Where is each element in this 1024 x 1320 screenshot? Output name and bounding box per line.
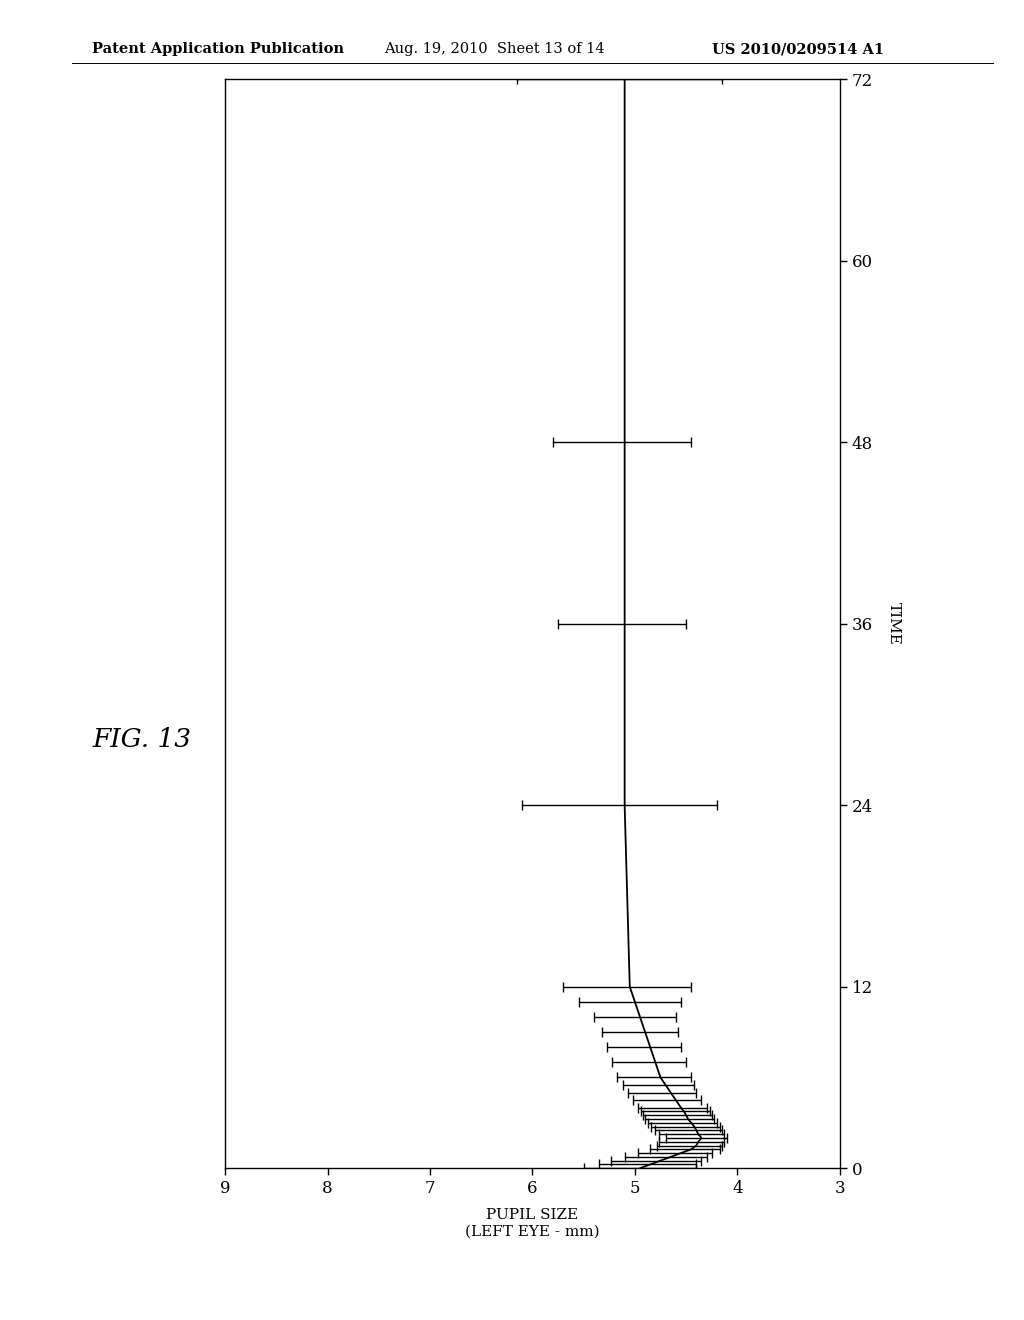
X-axis label: PUPIL SIZE
(LEFT EYE - mm): PUPIL SIZE (LEFT EYE - mm) <box>465 1208 600 1238</box>
Text: Aug. 19, 2010  Sheet 13 of 14: Aug. 19, 2010 Sheet 13 of 14 <box>384 42 604 57</box>
Text: Patent Application Publication: Patent Application Publication <box>92 42 344 57</box>
Text: FIG. 13: FIG. 13 <box>92 727 191 751</box>
Y-axis label: TIME: TIME <box>887 602 901 645</box>
Text: US 2010/0209514 A1: US 2010/0209514 A1 <box>712 42 884 57</box>
